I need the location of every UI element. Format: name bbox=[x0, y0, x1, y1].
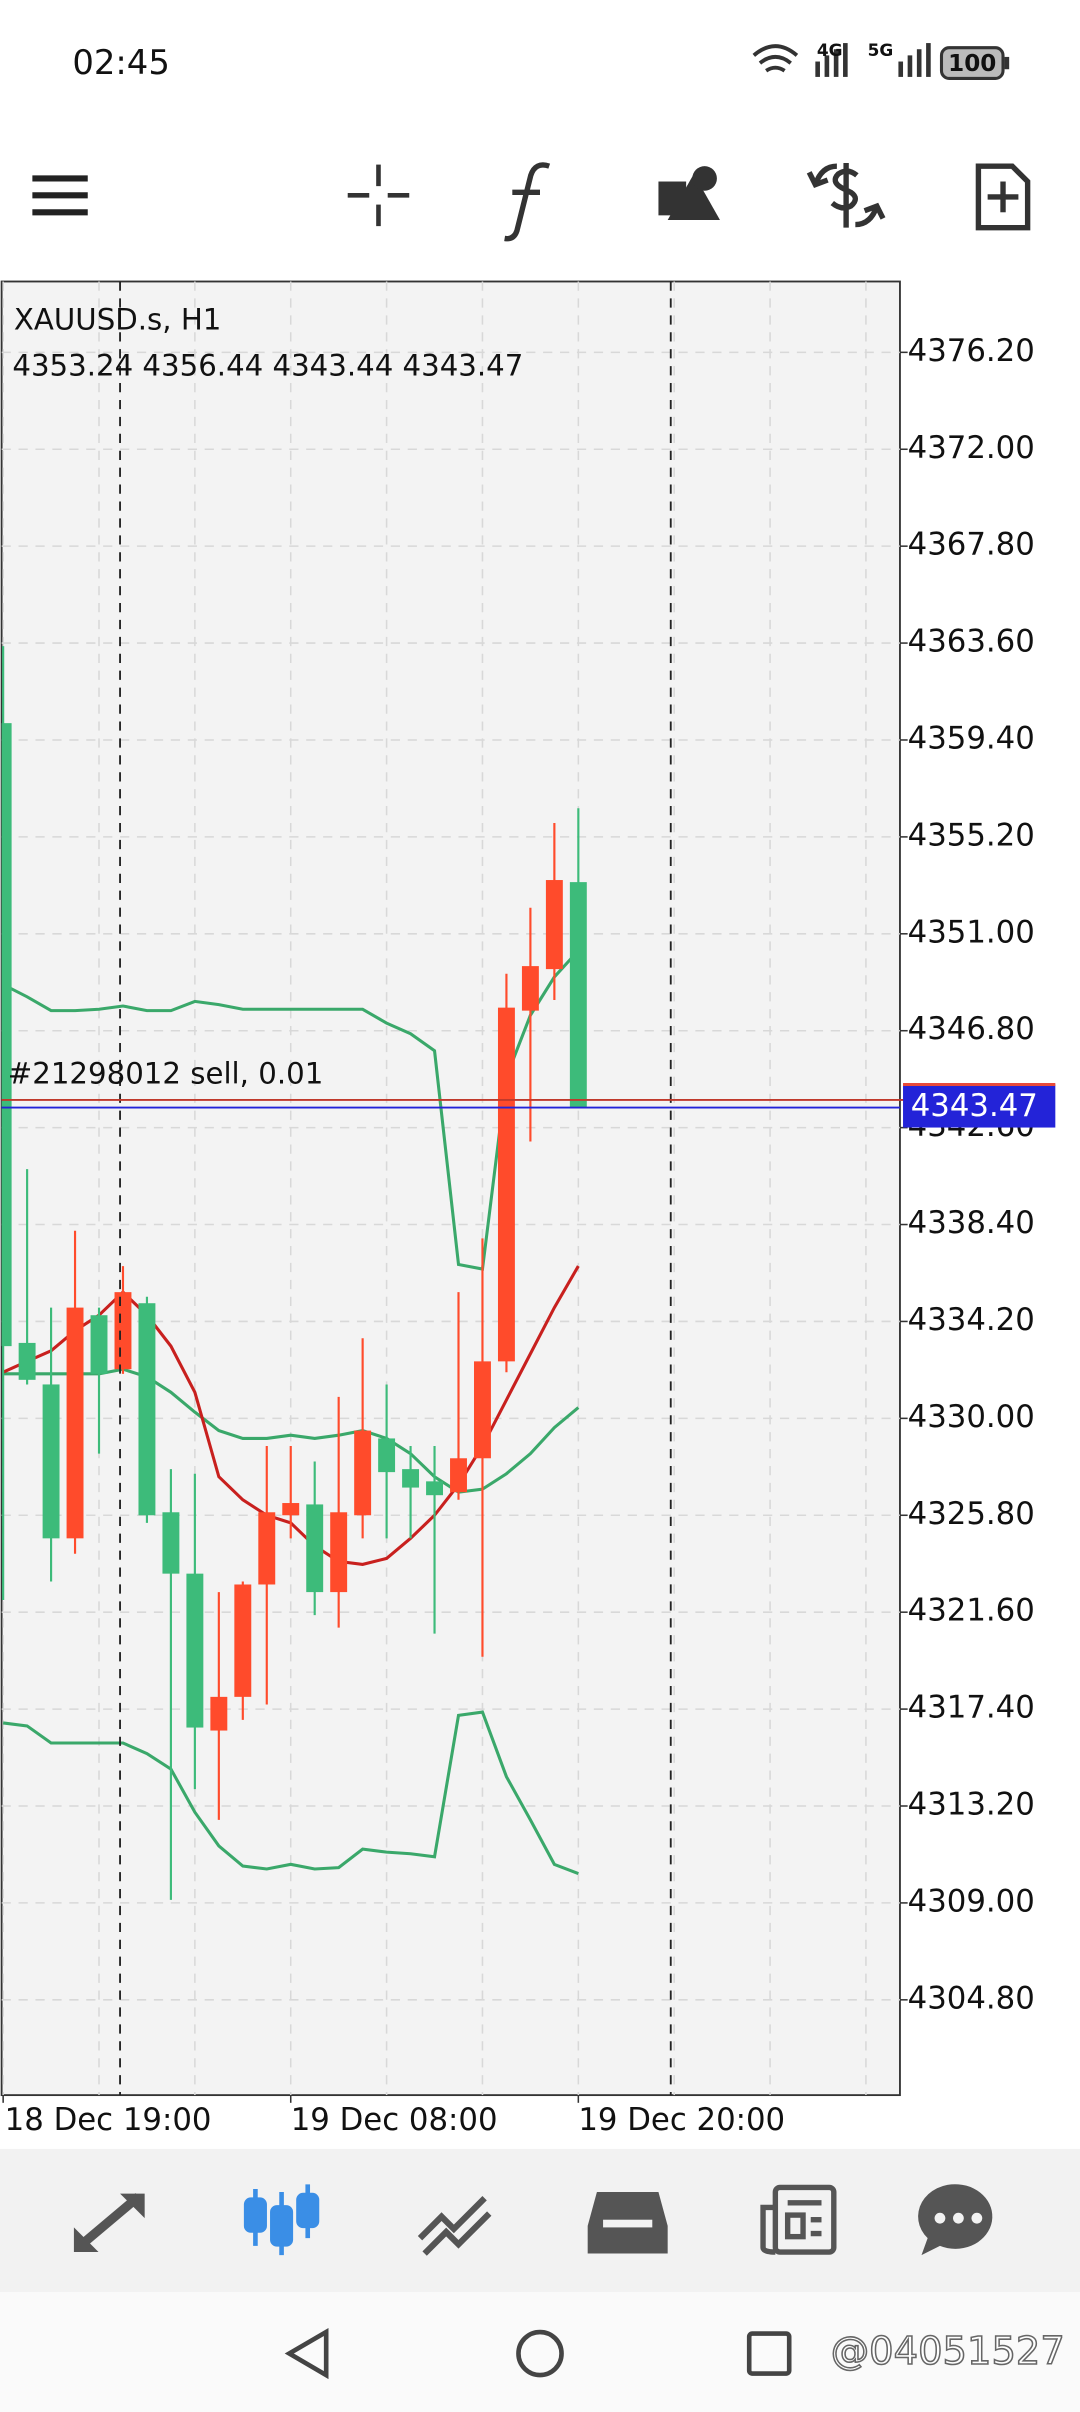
candle-body bbox=[186, 1573, 204, 1728]
ohlc-low: 4343.44 bbox=[272, 349, 393, 383]
candle-body bbox=[42, 1384, 60, 1539]
y-tick-label: 4304.80 bbox=[908, 1980, 1035, 2016]
y-tick-label: 4334.20 bbox=[908, 1302, 1035, 1338]
candle-body bbox=[426, 1481, 443, 1496]
y-tick-label: 4372.00 bbox=[908, 430, 1035, 466]
indicator-line bbox=[2, 1710, 579, 1876]
new-order-button[interactable] bbox=[975, 163, 1031, 231]
y-tick-label: 4309.00 bbox=[908, 1883, 1035, 1919]
y-tick-label: 4325.80 bbox=[908, 1496, 1035, 1532]
candle-body bbox=[282, 1503, 300, 1516]
candle-body bbox=[545, 880, 563, 970]
status-network: 5G bbox=[868, 40, 894, 60]
candle-body bbox=[306, 1504, 324, 1593]
y-tick-label: 4321.60 bbox=[908, 1593, 1035, 1629]
candle-body bbox=[258, 1512, 276, 1585]
candle-body bbox=[378, 1438, 396, 1473]
menu-button[interactable] bbox=[32, 175, 88, 216]
candle-body bbox=[210, 1696, 228, 1731]
y-tick-label: 4376.20 bbox=[908, 333, 1035, 369]
y-tick-label: 4330.00 bbox=[908, 1399, 1035, 1435]
current-price-label: 4343.47 bbox=[911, 1088, 1038, 1124]
candle-body bbox=[18, 1342, 36, 1380]
candle-body bbox=[569, 882, 587, 1108]
y-tick-label: 4338.40 bbox=[908, 1205, 1035, 1241]
ohlc-high: 4356.44 bbox=[142, 349, 263, 383]
objects-button[interactable] bbox=[658, 166, 720, 220]
x-tick-label: 18 Dec 19:00 bbox=[5, 2102, 212, 2138]
y-tick-label: 4317.40 bbox=[908, 1690, 1035, 1726]
candle-body bbox=[66, 1307, 84, 1539]
status-time: 02:45 bbox=[72, 43, 169, 82]
y-tick-label: 4313.20 bbox=[908, 1787, 1035, 1823]
vertical-grid bbox=[2, 281, 867, 2096]
trade-button[interactable] bbox=[806, 163, 886, 228]
candle-body bbox=[162, 1512, 180, 1574]
order-label: #21298012 sell, 0.01 bbox=[8, 1056, 324, 1090]
x-tick-label: 19 Dec 20:00 bbox=[578, 2102, 785, 2138]
candle-body bbox=[521, 966, 539, 1011]
current-price-box bbox=[903, 1084, 1056, 1128]
x-tick-label: 19 Dec 08:00 bbox=[291, 2102, 498, 2138]
messages-tab[interactable] bbox=[918, 2184, 993, 2256]
y-tick-label: 4351.00 bbox=[908, 914, 1035, 950]
candle-body bbox=[114, 1292, 132, 1370]
y-tick-label: 4363.60 bbox=[908, 624, 1035, 660]
y-tick-label: 4346.80 bbox=[908, 1011, 1035, 1047]
candle-body bbox=[474, 1361, 491, 1459]
bottom-nav bbox=[0, 2148, 1080, 2293]
candle-body bbox=[450, 1458, 467, 1493]
watermark: @04051527 bbox=[831, 2329, 1065, 2374]
ohlc-close: 4343.47 bbox=[403, 349, 524, 383]
y-tick-label: 4359.40 bbox=[908, 720, 1035, 756]
battery-level: 100 bbox=[948, 51, 996, 77]
status-network: 4G bbox=[817, 40, 843, 60]
chart-title: XAUUSD.s, H1 bbox=[14, 302, 221, 336]
candle-body bbox=[90, 1315, 108, 1374]
ohlc-header: 4353.24 4356.44 4343.44 4343.47 bbox=[12, 349, 523, 383]
indicators-button[interactable] bbox=[504, 162, 551, 242]
chart-tab[interactable] bbox=[243, 2184, 320, 2256]
y-tick-label: 4355.20 bbox=[908, 817, 1035, 853]
trade-tab[interactable] bbox=[417, 2196, 492, 2256]
back-button[interactable] bbox=[284, 2327, 329, 2380]
candle-body bbox=[138, 1303, 156, 1516]
y-tick-label: 4367.80 bbox=[908, 527, 1035, 563]
ohlc-open: 4353.24 bbox=[12, 349, 133, 383]
crosshair-button[interactable] bbox=[347, 164, 410, 227]
candle-body bbox=[1, 723, 12, 1347]
candle-body bbox=[354, 1430, 372, 1516]
history-tab[interactable] bbox=[587, 2192, 668, 2254]
candle-body bbox=[402, 1469, 420, 1488]
home-button[interactable] bbox=[516, 2329, 564, 2378]
candle-body bbox=[234, 1584, 252, 1697]
candle-body bbox=[497, 1007, 515, 1362]
candle-body bbox=[330, 1512, 348, 1593]
system-nav bbox=[0, 2292, 1080, 2412]
status-icons bbox=[752, 43, 1010, 80]
recents-button[interactable] bbox=[746, 2331, 792, 2376]
news-tab[interactable] bbox=[760, 2184, 837, 2255]
plot bbox=[1, 281, 900, 2096]
